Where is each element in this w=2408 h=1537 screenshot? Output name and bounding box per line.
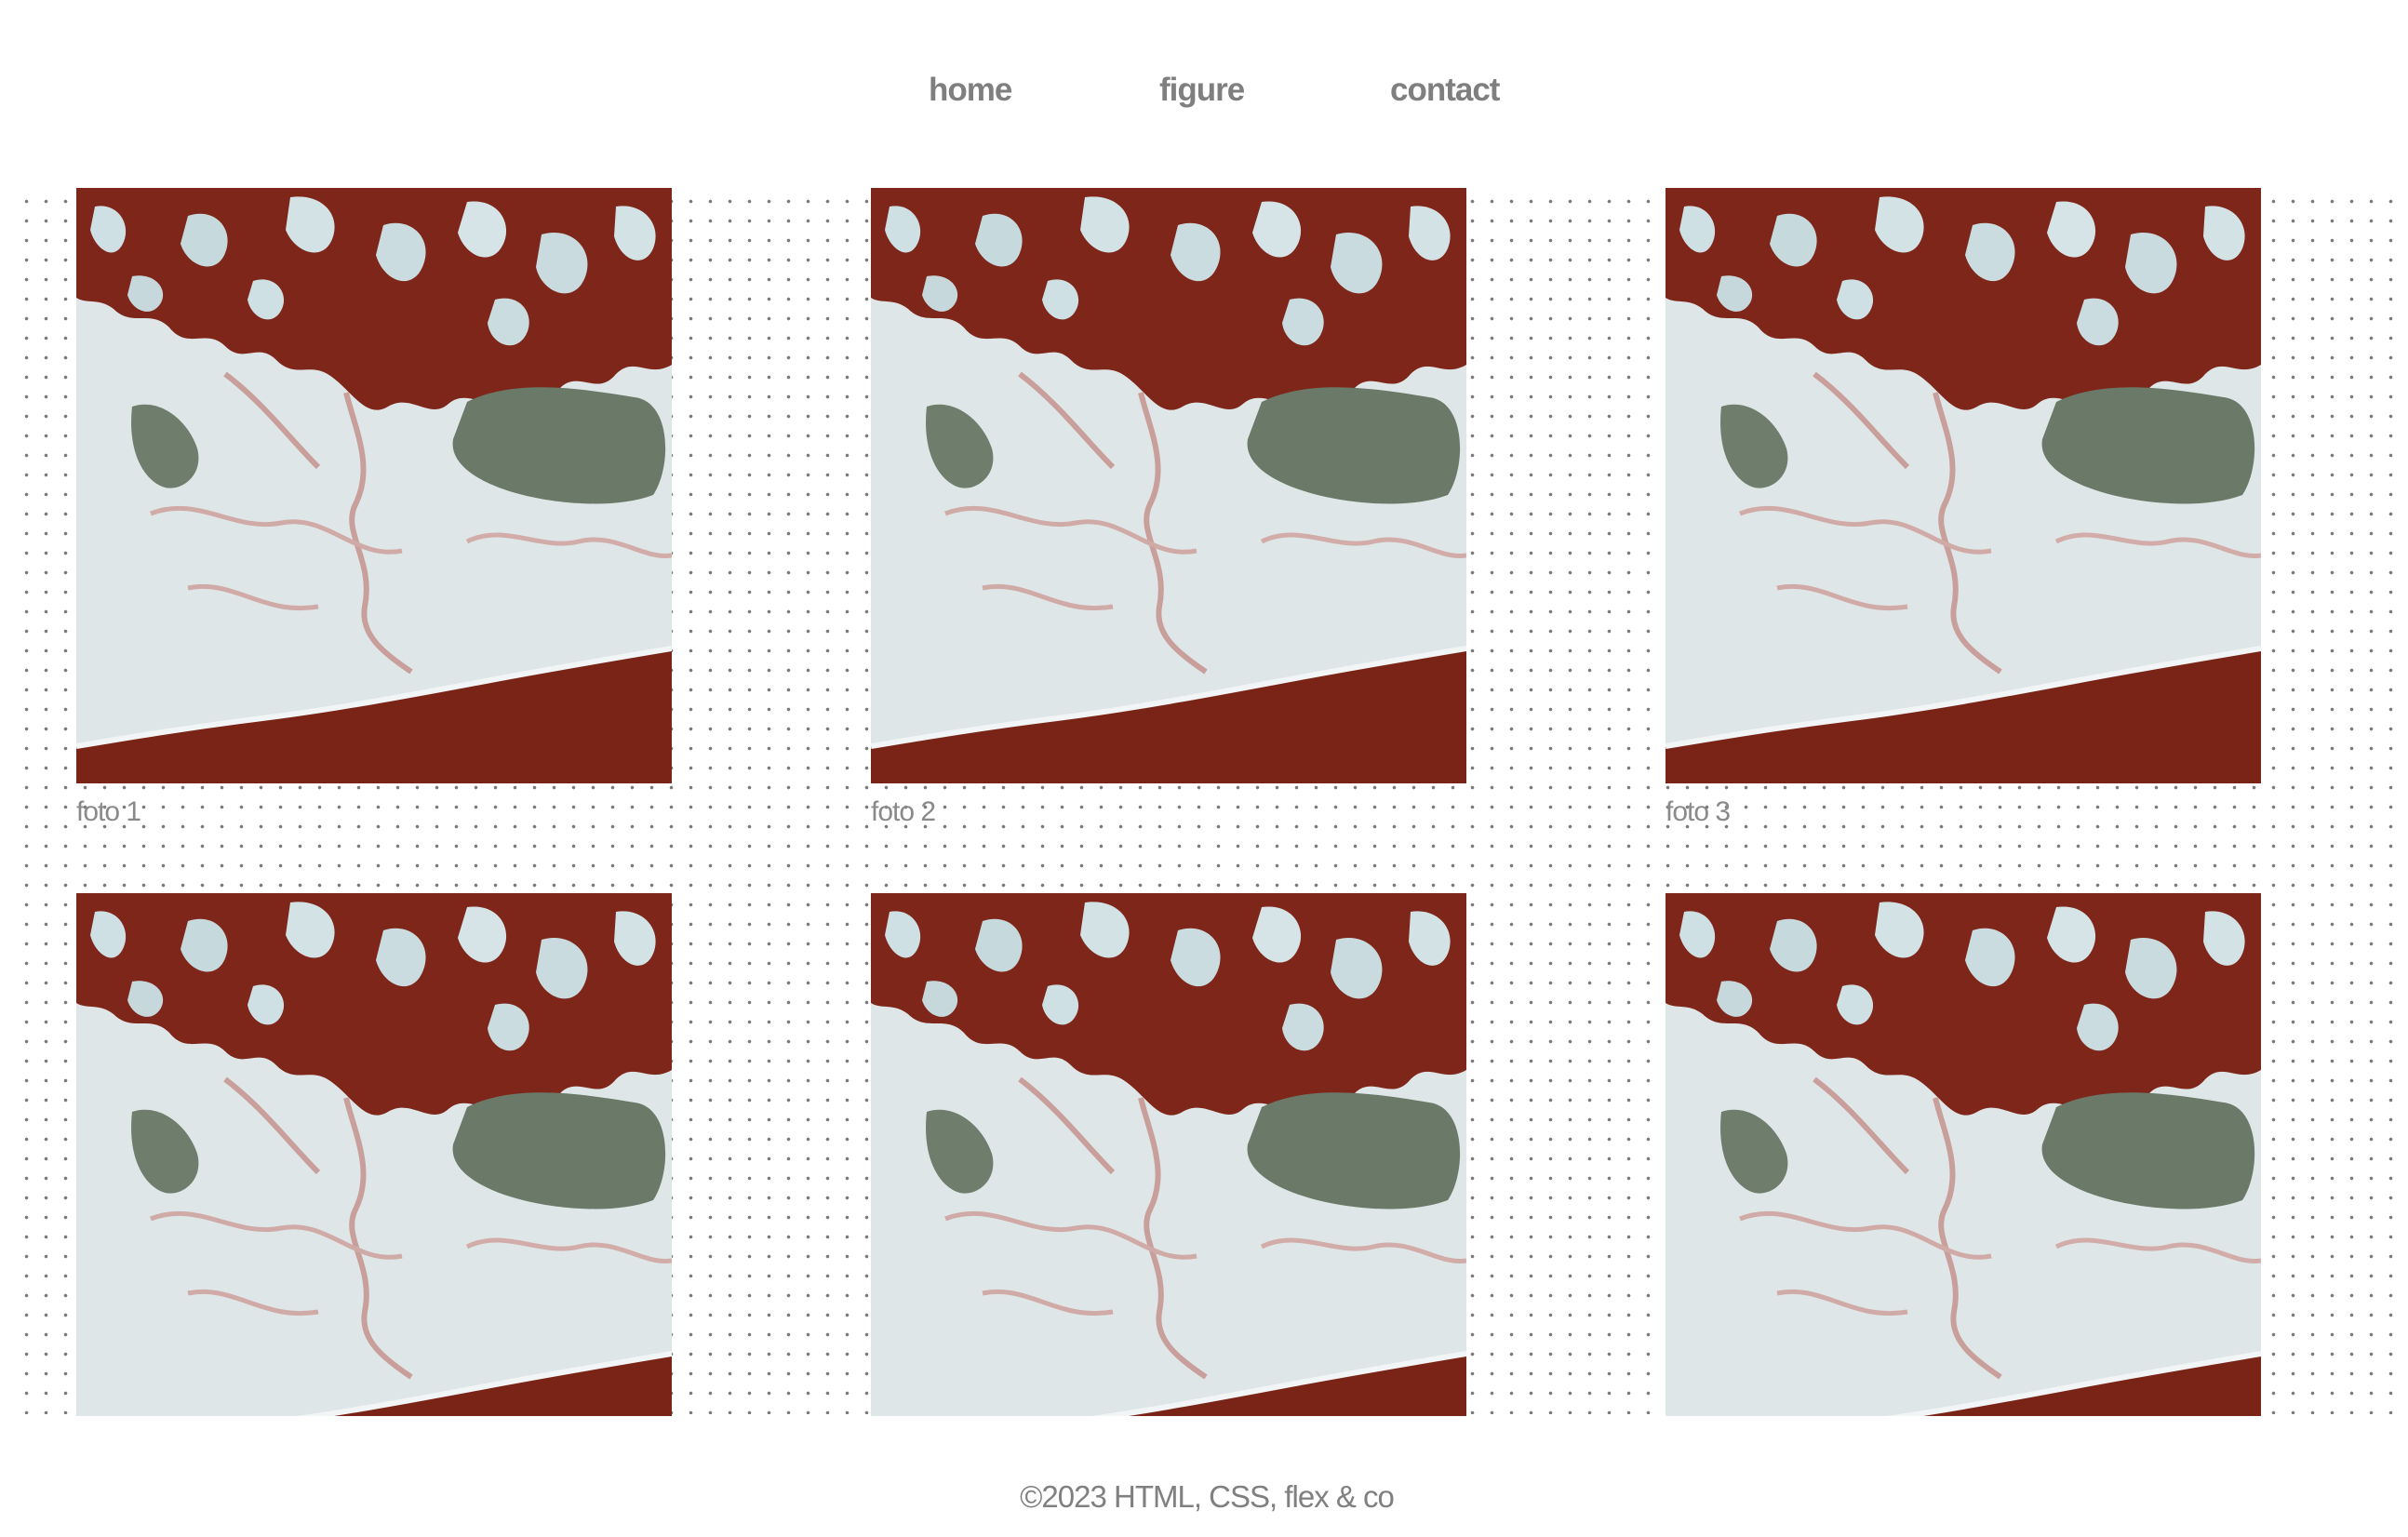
aerial-photo[interactable] xyxy=(76,893,672,1416)
figure-caption: foto 3 xyxy=(1666,796,1731,827)
nav-link-figure[interactable]: figure xyxy=(1159,72,1245,108)
nav-link-home[interactable]: home xyxy=(929,72,1012,108)
figure-caption: foto 1 xyxy=(76,796,141,827)
page-footer: ©2023 HTML, CSS, flex & co xyxy=(0,1479,2408,1515)
copyright-text: ©2023 HTML, CSS, flex & co xyxy=(1020,1479,1395,1514)
photo-gallery: foto 1 foto 2 foto 3 xyxy=(13,188,2395,1414)
aerial-photo[interactable] xyxy=(871,188,1466,783)
top-navigation: home figure contact xyxy=(0,65,2408,115)
figure-caption: foto 2 xyxy=(871,796,936,827)
nav-link-contact[interactable]: contact xyxy=(1390,72,1500,108)
gallery-figure xyxy=(76,893,672,1429)
gallery-figure xyxy=(1666,893,2261,1429)
gallery-figure: foto 2 xyxy=(871,188,1466,828)
aerial-photo[interactable] xyxy=(1666,893,2261,1416)
gallery-figure: foto 3 xyxy=(1666,188,2261,828)
aerial-photo[interactable] xyxy=(1666,188,2261,783)
aerial-photo[interactable] xyxy=(76,188,672,783)
gallery-figure: foto 1 xyxy=(76,188,672,828)
aerial-photo[interactable] xyxy=(871,893,1466,1416)
gallery-figure xyxy=(871,893,1466,1429)
